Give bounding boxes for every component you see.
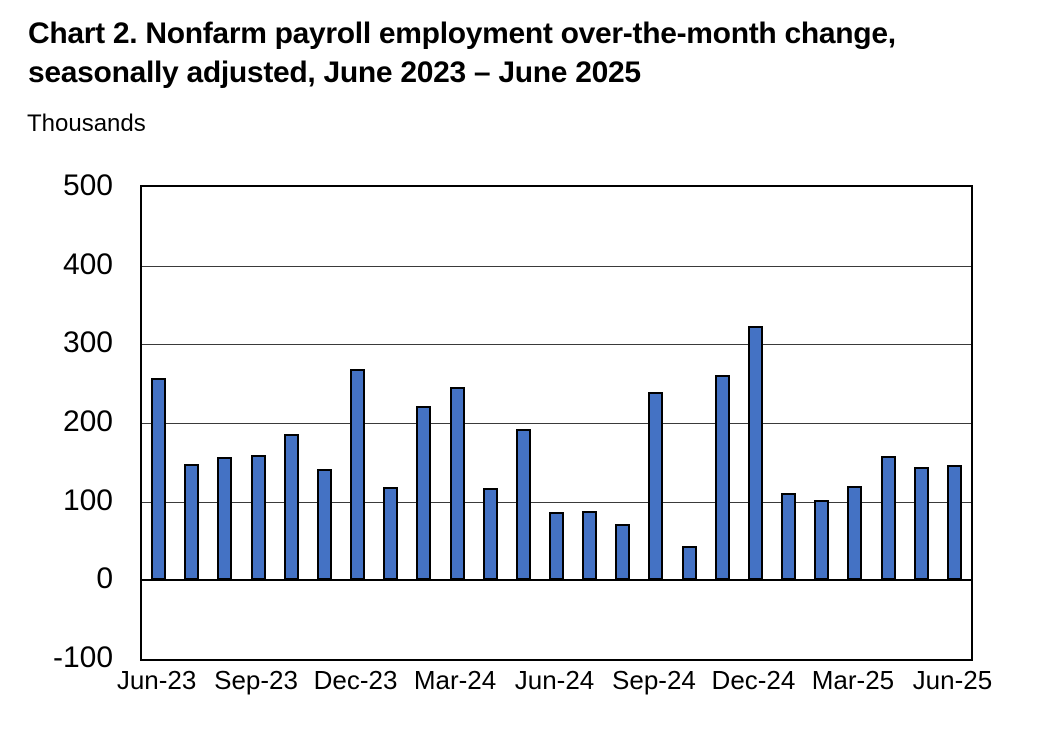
y-axis-unit-label: Thousands <box>27 110 146 137</box>
y-axis-labels: 500 400 300 200 100 0 -100 <box>0 171 113 673</box>
zero-line <box>142 579 971 582</box>
x-tick-label-Sep-24: Sep-24 <box>612 665 696 695</box>
gridline-200 <box>142 423 971 424</box>
bar-Mar-24 <box>449 386 465 581</box>
x-tick-label-Sep-23: Sep-23 <box>214 665 298 695</box>
chart-title: Chart 2. Nonfarm payroll employment over… <box>28 14 1008 92</box>
bar-Feb-24 <box>416 405 432 581</box>
x-tick-label-Mar-24: Mar-24 <box>413 665 497 695</box>
bar-May-24 <box>515 428 531 581</box>
bar-Jun-23 <box>151 378 167 581</box>
bar-Sep-23 <box>250 455 266 581</box>
bar-May-25 <box>913 467 929 581</box>
bar-Jul-24 <box>582 511 598 581</box>
bar-Oct-24 <box>681 545 697 581</box>
y-tick-label-300: 300 <box>62 326 113 360</box>
bar-Aug-24 <box>615 524 631 581</box>
bar-Jan-25 <box>781 493 797 581</box>
y-tick-label-100: 100 <box>62 483 113 517</box>
bar-Apr-24 <box>482 487 498 581</box>
bar-Nov-24 <box>714 375 730 581</box>
gridline-400 <box>142 265 971 267</box>
x-tick-label-Dec-24: Dec-24 <box>711 665 796 695</box>
x-tick-label-Jun-25: Jun-25 <box>912 665 993 695</box>
bar-Jun-24 <box>549 511 564 581</box>
y-tick-label-200: 200 <box>62 405 113 438</box>
bar-Sep-24 <box>648 391 664 581</box>
x-tick-label-Mar-25: Mar-25 <box>811 665 895 695</box>
chart-title-line1: Chart 2. Nonfarm payroll employment over… <box>28 17 896 50</box>
y-tick-label-500: 500 <box>62 169 113 202</box>
x-axis-labels: Jun-23 Sep-23 Dec-23 Mar-24 Jun-24 Sep-24 Dec-… <box>117 665 992 697</box>
bar-Aug-23 <box>217 456 233 581</box>
x-tick-label-Jun-24: Jun-24 <box>514 665 595 695</box>
bar-Dec-23 <box>350 368 366 581</box>
bar-Jun-25 <box>946 464 962 581</box>
bar-Jan-24 <box>383 486 399 581</box>
bar-Feb-25 <box>814 500 830 581</box>
bar-Jul-23 <box>184 463 200 581</box>
plot-area <box>140 185 973 661</box>
gridline-300 <box>142 344 971 346</box>
y-tick-label-0: 0 <box>96 562 113 596</box>
bar-Apr-25 <box>880 456 896 581</box>
gridline-100 <box>142 501 971 503</box>
chart-title-line2: seasonally adjusted, June 2023 – June 20… <box>28 56 641 89</box>
bar-Dec-24 <box>747 326 763 581</box>
bar-Nov-23 <box>316 468 332 581</box>
x-tick-label-Jun-23: Jun-23 <box>116 665 197 695</box>
x-tick-label-Dec-23: Dec-23 <box>313 665 398 695</box>
bar-Oct-23 <box>283 434 299 581</box>
bar-Mar-25 <box>847 485 863 581</box>
y-tick-label--100: -100 <box>52 641 113 674</box>
y-tick-label-400: 400 <box>62 247 113 281</box>
